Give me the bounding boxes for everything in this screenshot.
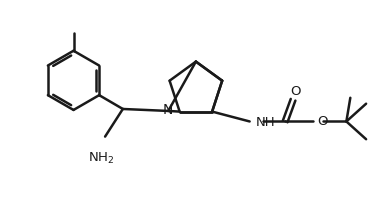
Text: N: N	[163, 103, 174, 117]
Text: NH$_2$: NH$_2$	[88, 150, 114, 165]
Text: O: O	[318, 115, 328, 128]
Text: NH: NH	[256, 116, 275, 129]
Text: O: O	[290, 85, 300, 98]
